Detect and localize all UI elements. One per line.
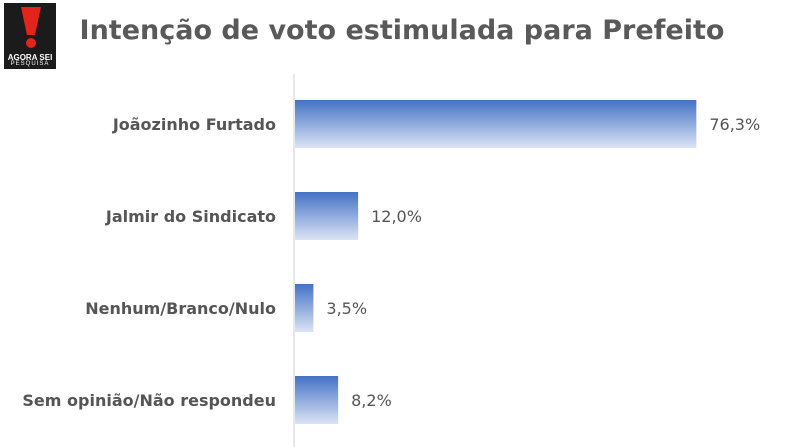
value-label: 8,2% [351, 391, 392, 410]
agora-sei-logo: AGORA SEI PESQUISA [4, 3, 56, 69]
category-label: Joãozinho Furtado [112, 115, 276, 134]
bar [295, 284, 314, 332]
value-label: 76,3% [709, 115, 760, 134]
value-label: 3,5% [326, 299, 367, 318]
bar [295, 100, 697, 148]
category-label: Jalmir do Sindicato [105, 207, 276, 226]
logo-text-agora-sei: AGORA SEI [7, 53, 53, 62]
category-label: Sem opinião/Não respondeu [22, 391, 276, 410]
value-label: 12,0% [371, 207, 422, 226]
exclamation-logo-icon [21, 7, 41, 48]
category-label: Nenhum/Branco/Nulo [85, 299, 276, 318]
bar [295, 192, 359, 240]
bar [295, 376, 339, 424]
chart-title: Intenção de voto estimulada para Prefeit… [79, 15, 725, 46]
logo-text-pesquisa: PESQUISA [10, 61, 50, 67]
